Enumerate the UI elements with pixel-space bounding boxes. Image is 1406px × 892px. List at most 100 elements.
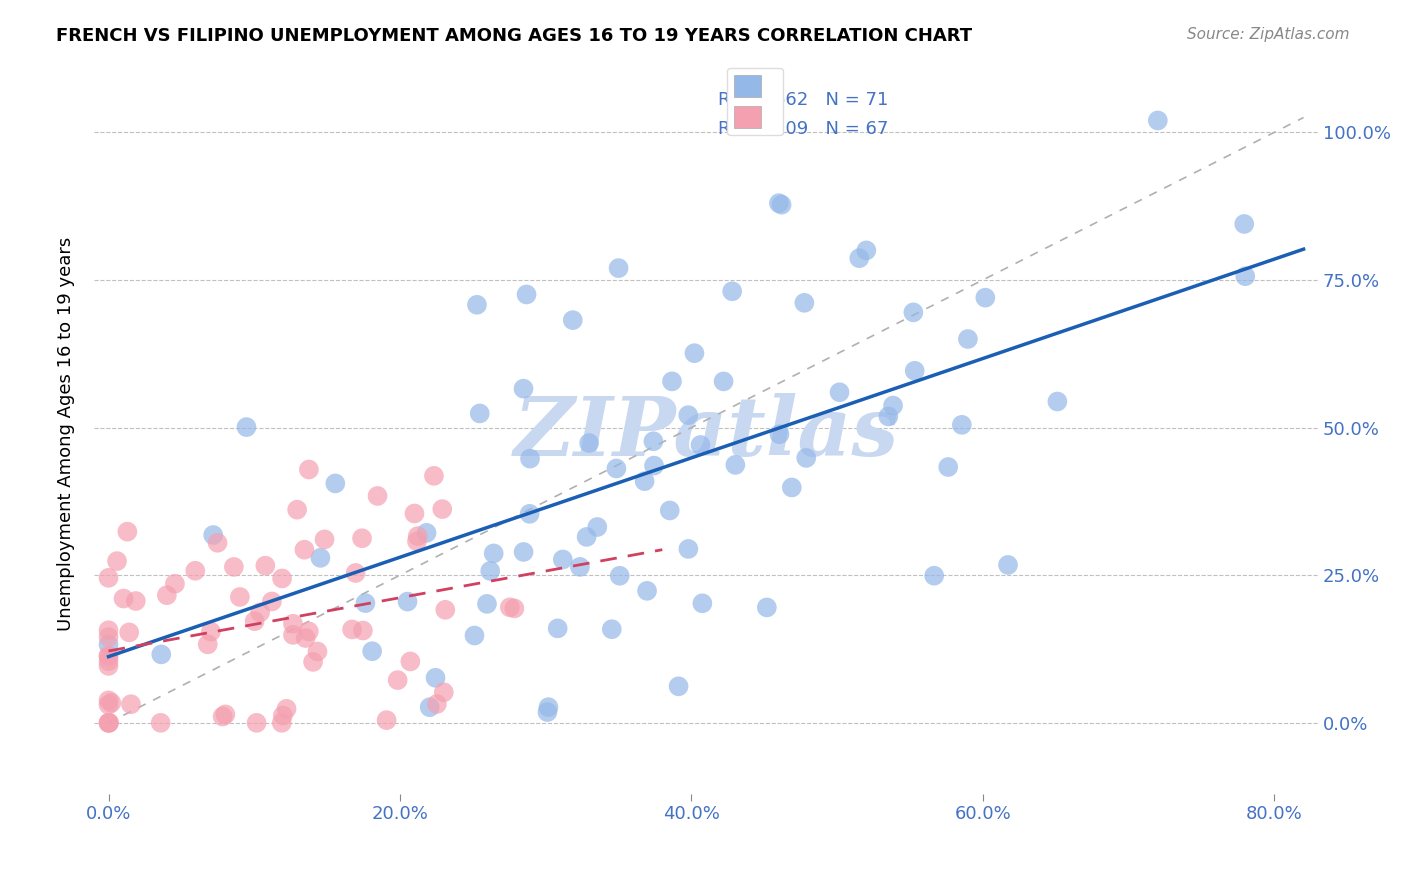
French — [479, 564, 502, 578]
French — [755, 600, 778, 615]
French — [361, 644, 384, 658]
French — [415, 525, 437, 540]
Text: FRENCH VS FILIPINO UNEMPLOYMENT AMONG AGES 16 TO 19 YEARS CORRELATION CHART: FRENCH VS FILIPINO UNEMPLOYMENT AMONG AG… — [56, 27, 973, 45]
Text: ZIPatlas: ZIPatlas — [513, 393, 898, 474]
Filipinos — [298, 462, 321, 476]
French — [1233, 217, 1256, 231]
Filipinos — [314, 533, 336, 547]
Filipinos — [243, 614, 266, 628]
French — [877, 409, 900, 424]
Filipinos — [125, 594, 148, 608]
Filipinos — [222, 560, 245, 574]
French — [636, 583, 658, 598]
Filipinos — [404, 507, 426, 521]
Filipinos — [118, 625, 141, 640]
French — [848, 251, 870, 265]
Filipinos — [97, 659, 120, 673]
French — [882, 399, 904, 413]
French — [974, 291, 997, 305]
Filipinos — [163, 576, 186, 591]
French — [519, 507, 541, 521]
French — [537, 700, 560, 714]
Text: Source: ZipAtlas.com: Source: ZipAtlas.com — [1187, 27, 1350, 42]
Filipinos — [200, 624, 222, 639]
Filipinos — [406, 534, 429, 549]
Filipinos — [387, 673, 409, 687]
French — [551, 552, 574, 566]
Filipinos — [207, 535, 229, 549]
Filipinos — [281, 628, 304, 642]
Filipinos — [98, 715, 121, 730]
French — [936, 460, 959, 475]
Filipinos — [434, 603, 457, 617]
Filipinos — [285, 502, 308, 516]
Filipinos — [211, 709, 233, 723]
French — [512, 545, 534, 559]
French — [575, 530, 598, 544]
French — [578, 436, 600, 450]
French — [678, 408, 700, 422]
French — [683, 346, 706, 360]
Filipinos — [271, 708, 294, 723]
French — [721, 285, 744, 299]
Filipinos — [97, 715, 120, 730]
Filipinos — [432, 502, 454, 516]
Filipinos — [375, 713, 398, 727]
Filipinos — [499, 600, 522, 615]
Filipinos — [149, 715, 172, 730]
Filipinos — [112, 591, 135, 606]
Filipinos — [100, 696, 122, 710]
Text: R = 0.309   N = 67: R = 0.309 N = 67 — [718, 120, 889, 138]
French — [1234, 269, 1257, 284]
Filipinos — [97, 630, 120, 644]
Filipinos — [249, 605, 271, 619]
French — [97, 638, 120, 652]
Filipinos — [367, 489, 389, 503]
French — [956, 332, 979, 346]
French — [768, 427, 790, 442]
Filipinos — [294, 631, 316, 645]
Filipinos — [298, 624, 321, 639]
French — [561, 313, 583, 327]
French — [323, 476, 346, 491]
French — [419, 700, 441, 714]
Filipinos — [254, 558, 277, 573]
French — [605, 461, 627, 475]
Legend: , : , — [727, 68, 783, 136]
Filipinos — [433, 685, 456, 699]
Filipinos — [105, 554, 128, 568]
French — [607, 261, 630, 276]
French — [354, 596, 377, 610]
French — [770, 197, 793, 211]
French — [950, 417, 973, 432]
French — [463, 628, 485, 642]
French — [519, 451, 541, 466]
Filipinos — [97, 698, 120, 712]
Y-axis label: Unemployment Among Ages 16 to 19 years: Unemployment Among Ages 16 to 19 years — [58, 236, 75, 631]
French — [309, 550, 332, 565]
French — [600, 622, 623, 636]
French — [904, 364, 927, 378]
Filipinos — [97, 649, 120, 664]
French — [661, 375, 683, 389]
French — [547, 621, 569, 635]
Filipinos — [245, 715, 267, 730]
Filipinos — [229, 590, 252, 604]
Filipinos — [423, 468, 446, 483]
French — [855, 244, 877, 258]
French — [643, 434, 665, 449]
Filipinos — [120, 697, 142, 711]
Filipinos — [281, 616, 304, 631]
French — [724, 458, 747, 472]
French — [512, 382, 534, 396]
Filipinos — [156, 588, 179, 602]
Filipinos — [214, 707, 236, 722]
Filipinos — [307, 644, 329, 658]
French — [658, 503, 681, 517]
Filipinos — [97, 693, 120, 707]
French — [235, 420, 257, 434]
French — [793, 295, 815, 310]
Filipinos — [350, 531, 373, 545]
Filipinos — [340, 623, 363, 637]
French — [768, 196, 790, 211]
